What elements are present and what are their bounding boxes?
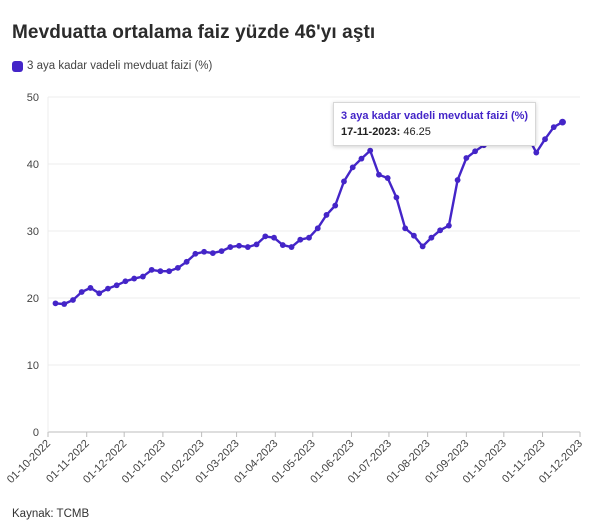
data-point[interactable] <box>454 177 461 183</box>
legend-label: 3 aya kadar vadeli mevduat faizi (%) <box>27 60 213 72</box>
y-tick-label: 20 <box>27 293 39 305</box>
legend[interactable]: 3 aya kadar vadeli mevduat faizi (%) <box>12 60 212 72</box>
hover-tooltip: 3 aya kadar vadeli mevduat faizi (%) 17-… <box>333 102 537 146</box>
source-note: Kaynak: TCMB <box>12 508 90 520</box>
data-point[interactable] <box>411 232 417 239</box>
data-point[interactable] <box>244 244 251 250</box>
data-point[interactable] <box>236 242 242 249</box>
tooltip-series-label: 3 aya kadar vadeli mevduat faizi (%) <box>341 110 529 122</box>
data-point[interactable] <box>166 268 173 275</box>
x-axis-ticks: 01-10-202201-11-202201-12-202201-01-2023… <box>5 432 585 486</box>
data-point[interactable] <box>384 175 391 181</box>
data-point[interactable] <box>288 244 295 250</box>
tooltip-date: 17-11-2023: <box>341 126 401 138</box>
data-point[interactable] <box>349 164 356 171</box>
data-point[interactable] <box>192 250 199 257</box>
data-point[interactable] <box>279 242 286 248</box>
data-point[interactable] <box>358 155 365 162</box>
data-point[interactable] <box>253 241 260 248</box>
data-point[interactable] <box>140 273 146 280</box>
data-point[interactable] <box>550 124 557 131</box>
data-point[interactable] <box>96 290 103 297</box>
y-tick-label: 0 <box>33 427 39 439</box>
legend-swatch <box>12 60 23 72</box>
data-point[interactable] <box>209 250 216 257</box>
y-tick-label: 40 <box>27 159 39 171</box>
data-point[interactable] <box>341 178 347 185</box>
data-point[interactable] <box>445 222 452 229</box>
data-point[interactable] <box>428 234 435 241</box>
y-tick-label: 50 <box>27 92 39 104</box>
data-point[interactable] <box>174 264 181 271</box>
data-point[interactable] <box>437 227 444 234</box>
data-point[interactable] <box>183 258 190 265</box>
data-point[interactable] <box>78 289 85 295</box>
data-point[interactable] <box>332 202 339 209</box>
data-point[interactable] <box>393 194 400 201</box>
data-point[interactable] <box>122 278 129 285</box>
data-point[interactable] <box>402 225 409 232</box>
data-point[interactable] <box>113 282 120 289</box>
data-point[interactable] <box>87 285 94 291</box>
data-point[interactable] <box>148 266 155 273</box>
data-point[interactable] <box>306 234 312 241</box>
data-point[interactable] <box>559 118 566 126</box>
data-point[interactable] <box>419 243 426 250</box>
chart-title: Mevduatta ortalama faiz yüzde 46'yı aştı <box>12 22 376 43</box>
y-axis-ticks: 0 10 20 30 40 50 <box>27 92 39 439</box>
data-point[interactable] <box>542 136 548 143</box>
data-point[interactable] <box>61 301 68 307</box>
data-point[interactable] <box>201 248 208 255</box>
data-point[interactable] <box>314 225 321 232</box>
y-tick-label: 10 <box>27 360 39 372</box>
y-tick-label: 30 <box>27 226 39 238</box>
data-point[interactable] <box>70 297 76 303</box>
data-point[interactable] <box>131 275 138 282</box>
data-point[interactable] <box>533 149 540 156</box>
data-point[interactable] <box>157 268 164 275</box>
data-point[interactable] <box>323 212 330 218</box>
data-point[interactable] <box>52 300 59 307</box>
data-point[interactable] <box>218 248 225 255</box>
data-point[interactable] <box>367 147 374 154</box>
data-point[interactable] <box>271 234 277 241</box>
line-chart[interactable]: 0 10 20 30 40 50 01-10-202201-11-202201-12-20… <box>0 0 595 505</box>
data-point[interactable] <box>376 171 382 178</box>
plot-area <box>52 118 566 307</box>
data-point[interactable] <box>105 285 111 292</box>
data-point[interactable] <box>463 155 470 161</box>
data-point[interactable] <box>297 236 304 243</box>
data-point[interactable] <box>262 233 269 240</box>
series-line <box>55 121 564 306</box>
data-point[interactable] <box>227 244 234 250</box>
tooltip-value: 46.25 <box>403 126 431 138</box>
data-point[interactable] <box>472 148 478 155</box>
grid-lines <box>47 96 580 433</box>
